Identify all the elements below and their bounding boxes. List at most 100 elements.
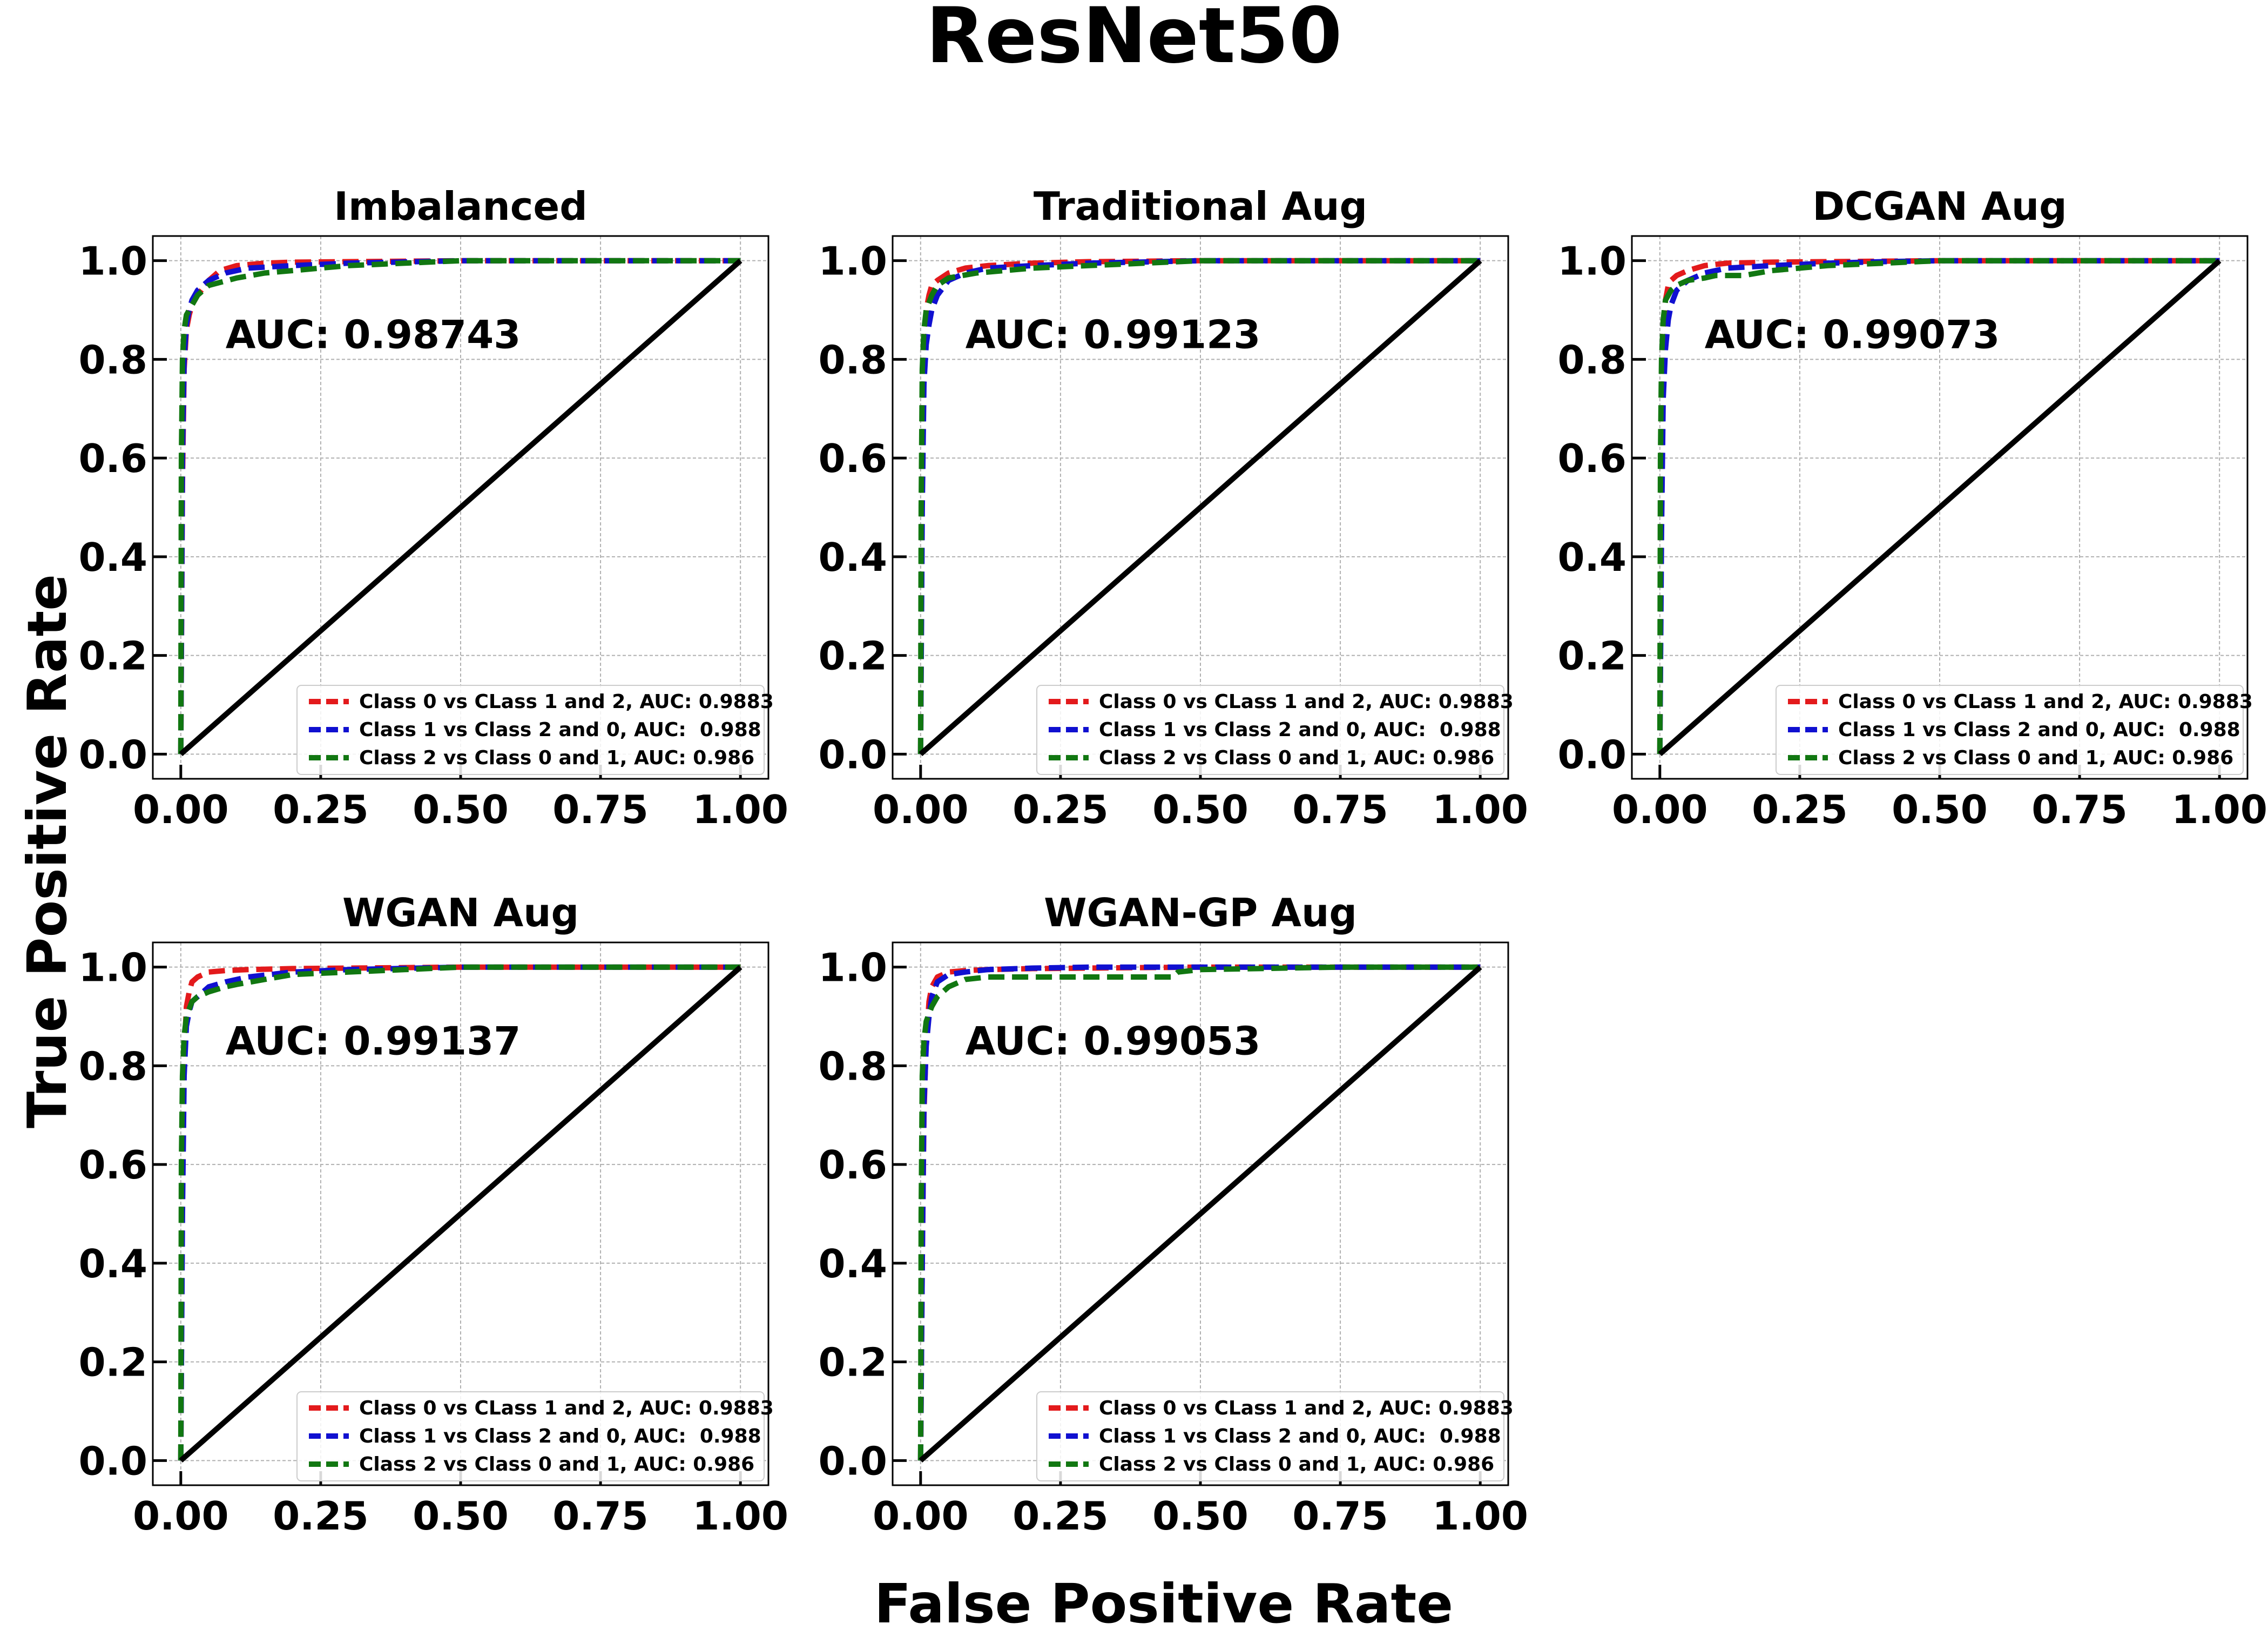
panel-title: WGAN-GP Aug xyxy=(1044,890,1357,935)
y-tick-label: 0.2 xyxy=(78,634,147,679)
roc-panel-4: 0.00 0.25 0.50 0.75 1.00 0.0 0.2 0.4 0.6 0.8 1.0 WG… xyxy=(78,890,788,1539)
legend-box xyxy=(1776,685,2244,775)
legend-label-class-0: Class 0 vs CLass 1 and 2, AUC: 0.9883 xyxy=(359,1397,774,1419)
panel-title: DCGAN Aug xyxy=(1812,184,2067,229)
y-tick-label: 0.6 xyxy=(78,436,147,481)
auc-annotation: AUC: 0.99073 xyxy=(1705,312,2000,358)
legend: Class 0 vs CLass 1 and 2, AUC: 0.9883 Cla… xyxy=(1776,685,2253,775)
panel-title: Traditional Aug xyxy=(1034,184,1367,229)
x-tick-label: 1.00 xyxy=(1432,1493,1528,1539)
chance-diagonal-line xyxy=(1658,258,2222,757)
figure-x-axis-label: False Positive Rate xyxy=(874,1572,1454,1635)
y-tick-label: 0.8 xyxy=(78,337,147,382)
y-tick-label: 0.2 xyxy=(1557,634,1626,679)
legend-label-class-2: Class 2 vs Class 0 and 1, AUC: 0.986 xyxy=(1099,1453,1494,1475)
x-tick-label: 0.25 xyxy=(273,787,369,832)
legend-box xyxy=(296,685,765,775)
x-tick-label: 0.00 xyxy=(133,787,229,832)
y-tick-label: 0.2 xyxy=(818,1340,887,1385)
x-tick-label: 0.50 xyxy=(1152,1493,1248,1539)
auc-annotation: AUC: 0.99053 xyxy=(966,1019,1261,1064)
legend-label-class-1: Class 1 vs Class 2 and 0, AUC: 0.988 xyxy=(359,719,761,741)
auc-annotation: AUC: 0.99123 xyxy=(966,312,1261,358)
x-tick-label: 0.75 xyxy=(552,1493,649,1539)
legend-box xyxy=(296,1391,765,1481)
y-tick-label: 1.0 xyxy=(818,239,887,284)
y-tick-label: 0.6 xyxy=(1557,436,1626,481)
y-tick-label: 0.4 xyxy=(1557,535,1626,580)
y-tick-label: 0.0 xyxy=(1557,732,1626,777)
legend-label-class-2: Class 2 vs Class 0 and 1, AUC: 0.986 xyxy=(1838,747,2233,769)
legend: Class 0 vs CLass 1 and 2, AUC: 0.9883 Cla… xyxy=(296,1391,774,1481)
legend-label-class-2: Class 2 vs Class 0 and 1, AUC: 0.986 xyxy=(359,747,754,769)
roc-panel-5: 0.00 0.25 0.50 0.75 1.00 0.0 0.2 0.4 0.6 0.8 1.0 WG… xyxy=(818,890,1528,1539)
x-tick-label: 0.00 xyxy=(873,1493,969,1539)
y-tick-label: 0.0 xyxy=(818,732,887,777)
legend-box xyxy=(1036,1391,1504,1481)
y-tick-label: 1.0 xyxy=(1557,239,1626,284)
x-tick-label: 1.00 xyxy=(1432,787,1528,832)
x-tick-label: 0.50 xyxy=(413,787,509,832)
y-tick-label: 0.6 xyxy=(818,1142,887,1188)
y-tick-label: 0.8 xyxy=(78,1043,147,1089)
legend: Class 0 vs CLass 1 and 2, AUC: 0.9883 Cla… xyxy=(1036,685,1514,775)
x-tick-label: 0.25 xyxy=(1752,787,1848,832)
legend-label-class-1: Class 1 vs Class 2 and 0, AUC: 0.988 xyxy=(1838,719,2240,741)
roc-curve-class-2 xyxy=(917,964,1481,1461)
x-tick-label: 0.75 xyxy=(552,787,649,832)
x-tick-label: 0.00 xyxy=(133,1493,229,1539)
y-tick-label: 0.0 xyxy=(78,1438,147,1484)
panel-title: Imbalanced xyxy=(334,184,588,229)
roc-curve-class-2 xyxy=(1657,258,2220,754)
y-tick-label: 0.0 xyxy=(78,732,147,777)
auc-annotation: AUC: 0.98743 xyxy=(226,312,521,358)
roc-curve-class-1 xyxy=(1657,258,2220,754)
x-tick-label: 1.00 xyxy=(692,787,788,832)
legend: Class 0 vs CLass 1 and 2, AUC: 0.9883 Cla… xyxy=(296,685,774,775)
chance-diagonal-line xyxy=(919,965,1482,1463)
legend-label-class-1: Class 1 vs Class 2 and 0, AUC: 0.988 xyxy=(1099,1425,1501,1447)
y-tick-label: 0.2 xyxy=(818,634,887,679)
legend: Class 0 vs CLass 1 and 2, AUC: 0.9883 Cla… xyxy=(1036,1391,1514,1481)
x-tick-label: 0.75 xyxy=(1292,787,1388,832)
chance-diagonal-line xyxy=(179,965,742,1463)
legend-label-class-0: Class 0 vs CLass 1 and 2, AUC: 0.9883 xyxy=(1838,691,2253,713)
x-tick-label: 0.50 xyxy=(1152,787,1248,832)
roc-panel-3: 0.00 0.25 0.50 0.75 1.00 0.0 0.2 0.4 0.6 0.8 1.0 DC… xyxy=(1557,184,2267,832)
legend-label-class-1: Class 1 vs Class 2 and 0, AUC: 0.988 xyxy=(359,1425,761,1447)
x-tick-label: 0.75 xyxy=(1292,1493,1388,1539)
x-tick-label: 0.50 xyxy=(413,1493,509,1539)
legend-label-class-0: Class 0 vs CLass 1 and 2, AUC: 0.9883 xyxy=(1099,1397,1514,1419)
auc-annotation: AUC: 0.99137 xyxy=(226,1019,521,1064)
roc-panel-2: 0.00 0.25 0.50 0.75 1.00 0.0 0.2 0.4 0.6 0.8 1.0 Tr… xyxy=(818,184,1528,832)
y-tick-label: 0.0 xyxy=(818,1438,887,1484)
figure-title: ResNet50 xyxy=(926,0,1342,80)
panel-title: WGAN Aug xyxy=(342,890,579,935)
y-tick-label: 0.8 xyxy=(1557,337,1626,382)
roc-curve-class-2 xyxy=(178,964,741,1461)
legend-label-class-2: Class 2 vs Class 0 and 1, AUC: 0.986 xyxy=(359,1453,754,1475)
y-tick-label: 0.8 xyxy=(818,1043,887,1089)
y-tick-label: 0.6 xyxy=(78,1142,147,1188)
roc-curve-class-2 xyxy=(178,258,741,754)
legend-label-class-1: Class 1 vs Class 2 and 0, AUC: 0.988 xyxy=(1099,719,1501,741)
x-tick-label: 0.25 xyxy=(1013,1493,1109,1539)
y-tick-label: 0.4 xyxy=(818,535,887,580)
x-tick-label: 0.00 xyxy=(1612,787,1708,832)
roc-panel-1: 0.00 0.25 0.50 0.75 1.00 0.0 0.2 0.4 0.6 0.8 1.0 Im… xyxy=(78,184,788,832)
legend-label-class-0: Class 0 vs CLass 1 and 2, AUC: 0.9883 xyxy=(1099,691,1514,713)
y-tick-label: 1.0 xyxy=(818,945,887,991)
y-tick-label: 0.4 xyxy=(818,1241,887,1286)
x-tick-label: 0.00 xyxy=(873,787,969,832)
legend-box xyxy=(1036,685,1504,775)
x-tick-label: 0.25 xyxy=(1013,787,1109,832)
y-tick-label: 0.4 xyxy=(78,535,147,580)
x-tick-label: 0.75 xyxy=(2031,787,2128,832)
y-tick-label: 1.0 xyxy=(78,239,147,284)
x-tick-label: 0.25 xyxy=(273,1493,369,1539)
y-tick-label: 0.6 xyxy=(818,436,887,481)
chance-diagonal-line xyxy=(919,258,1482,757)
chance-diagonal-line xyxy=(179,258,742,757)
y-tick-label: 1.0 xyxy=(78,945,147,991)
